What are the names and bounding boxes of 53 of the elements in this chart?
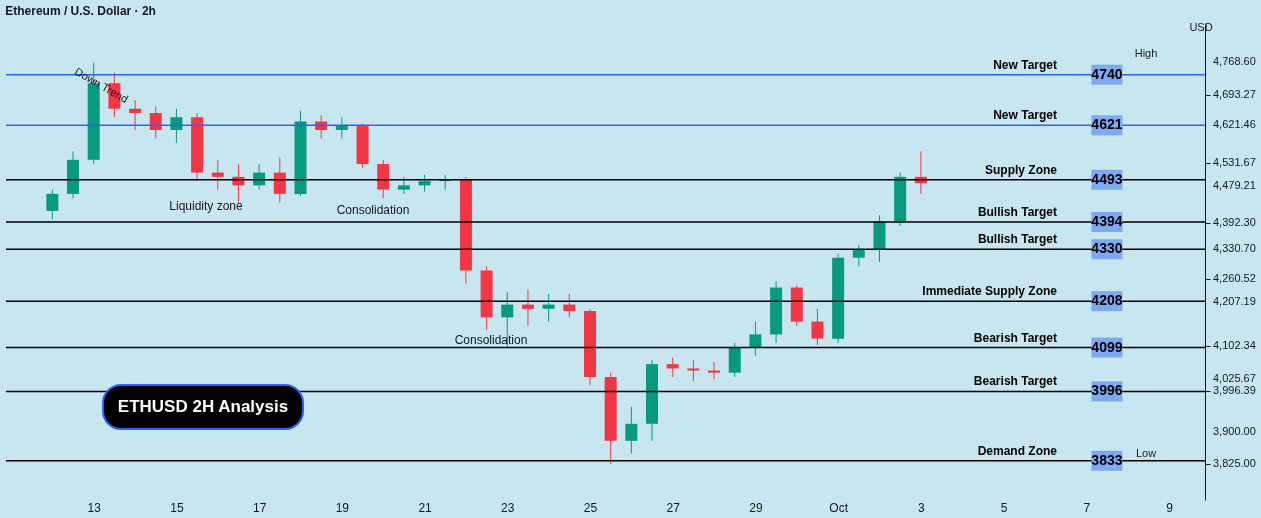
annotation: 4740 — [1091, 65, 1123, 82]
annotation: 4208 — [1091, 292, 1123, 309]
annotation: 4493 — [1091, 170, 1123, 187]
y-tick-label: 4,531.67 — [1213, 156, 1256, 169]
x-tick-label: 15 — [170, 500, 184, 515]
y-tick-label: 4,207.19 — [1213, 294, 1256, 307]
ref-line-label: New Target — [993, 57, 1057, 72]
x-tick-label: Oct — [829, 500, 849, 515]
ref-line-label: New Target — [993, 108, 1057, 123]
annotation: 4621 — [1091, 116, 1123, 133]
x-tick-label: 17 — [252, 500, 267, 515]
y-tick-label: 4,330.70 — [1213, 241, 1256, 254]
y-tick-label: 3,825.00 — [1213, 457, 1256, 470]
y-tick-label: 4,621.46 — [1213, 118, 1256, 131]
annotation: Low — [1135, 447, 1157, 459]
y-tick-label: 3,996.39 — [1213, 384, 1256, 397]
annotation: 4330 — [1091, 240, 1123, 257]
x-tick-label: 9 — [1166, 500, 1174, 515]
annotation: USD — [1189, 21, 1213, 33]
chart-title: Ethereum / U.S. Dollar · 2h — [5, 4, 156, 18]
annotation: 3996 — [1091, 382, 1123, 399]
annotation: Liquidity zone — [169, 199, 244, 213]
x-tick-label: 7 — [1083, 500, 1091, 515]
y-tick-label: 4,768.60 — [1213, 55, 1256, 68]
y-tick-label: 4,260.52 — [1213, 271, 1256, 284]
annotation: 4394 — [1091, 212, 1123, 229]
x-tick-label: 3 — [918, 500, 925, 515]
y-tick-label: 3,900.00 — [1213, 425, 1256, 438]
x-tick-label: 19 — [335, 500, 350, 515]
y-tick-label: 4,392.30 — [1213, 215, 1256, 228]
x-tick-label: 21 — [418, 500, 433, 515]
x-tick-label: 29 — [749, 500, 763, 515]
y-tick-label: 4,102.34 — [1213, 339, 1256, 352]
x-tick-label: 23 — [501, 500, 515, 515]
annotation: Consolidation — [336, 203, 410, 217]
annotation: 3833 — [1091, 451, 1123, 468]
x-tick-label: 27 — [666, 500, 681, 515]
annotation: High — [1134, 47, 1158, 59]
ref-line-label: Bullish Target — [977, 204, 1057, 219]
ref-line-label: Bearish Target — [973, 374, 1057, 389]
y-tick-label: 4,479.21 — [1213, 178, 1256, 191]
ref-line-label: Bullish Target — [977, 232, 1057, 247]
x-tick-label: 5 — [1000, 500, 1008, 515]
y-tick-label: 4,025.67 — [1213, 371, 1256, 384]
annotation: 4099 — [1091, 338, 1123, 355]
ref-line-label: Supply Zone — [985, 162, 1058, 177]
x-tick-label: 13 — [87, 500, 102, 515]
ref-line-label: Demand Zone — [977, 443, 1058, 458]
y-tick-label: 4,693.27 — [1213, 87, 1256, 100]
x-tick-label: 25 — [583, 500, 598, 515]
ref-line-label: Immediate Supply Zone — [922, 284, 1058, 299]
ref-line-label: Bearish Target — [973, 330, 1057, 345]
annotation: ETHUSD 2H Analysis — [117, 397, 289, 416]
